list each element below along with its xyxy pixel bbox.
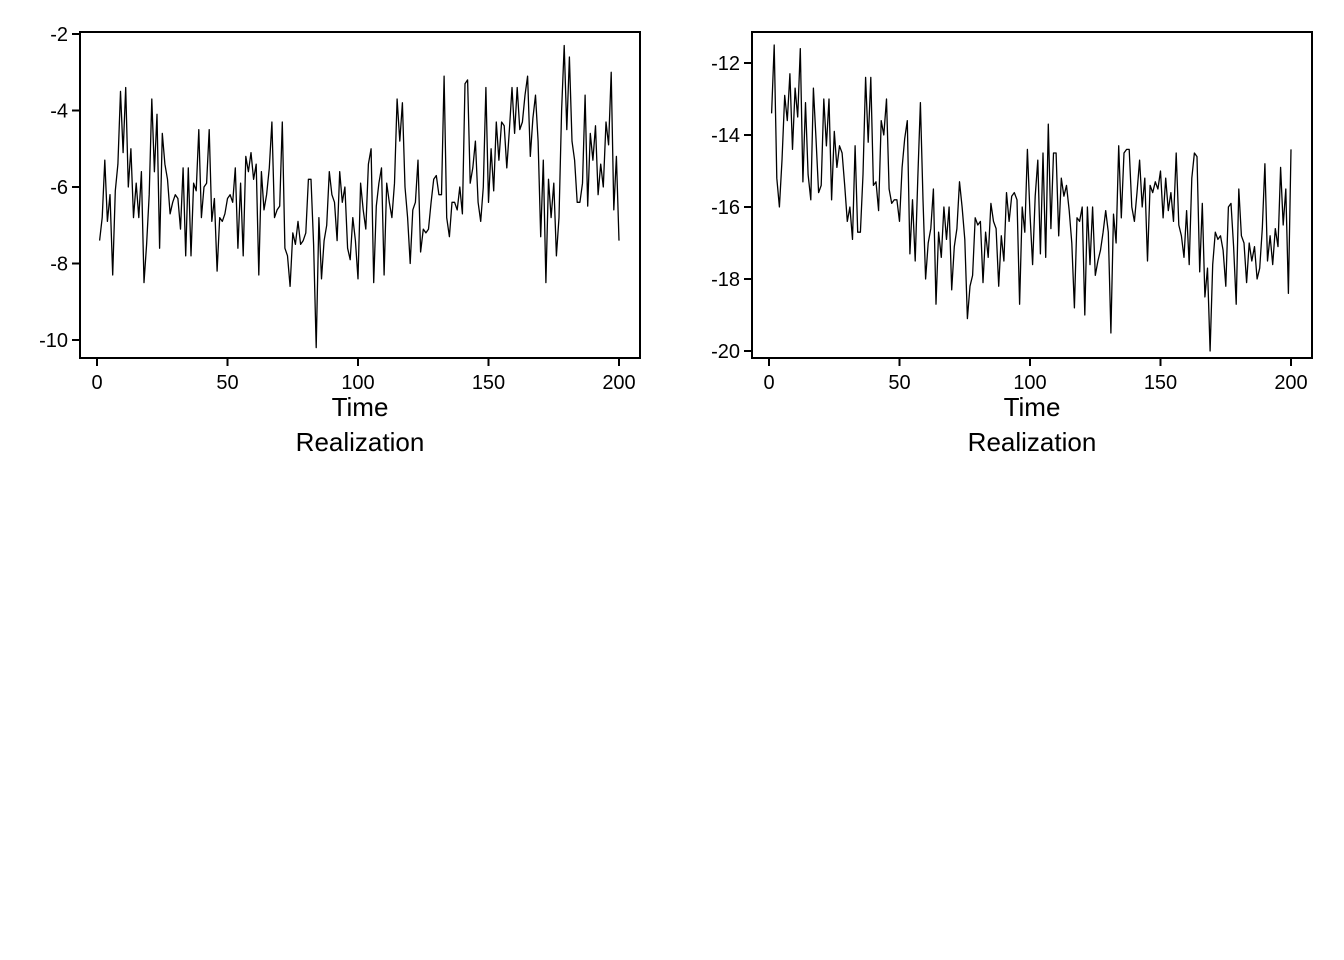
right-x-tick-label-4: 200 xyxy=(1274,372,1307,394)
left-x-axis: 0 50 100 150 200 xyxy=(91,358,636,394)
right-y-tick-label-4: -20 xyxy=(711,341,740,363)
left-y-tick-label-0: -2 xyxy=(50,24,68,46)
left-x-axis-title: Time xyxy=(332,392,389,422)
left-x-tick-label-4: 200 xyxy=(602,372,635,394)
left-y-tick-label-4: -10 xyxy=(39,330,68,352)
left-y-tick-label-1: -4 xyxy=(50,101,68,123)
right-chart-panel: -12 -14 -16 -18 -20 0 50 100 150 200 Time Realiz… xyxy=(711,31,1313,457)
right-plot-frame xyxy=(751,31,1313,359)
left-y-tick-label-2: -6 xyxy=(50,177,68,199)
right-y-tick-label-1: -14 xyxy=(711,125,740,147)
right-y-axis: -12 -14 -16 -18 -20 xyxy=(711,53,752,363)
left-y-tick-label-3: -8 xyxy=(50,254,68,276)
left-y-axis: -2 -4 -6 -8 -10 xyxy=(39,24,80,352)
right-y-tick-label-2: -16 xyxy=(711,197,740,219)
right-x-tick-label-2: 100 xyxy=(1013,372,1046,394)
right-series-line xyxy=(770,44,1292,352)
left-series-line xyxy=(98,44,620,349)
right-x-tick-label-0: 0 xyxy=(763,372,774,394)
right-y-tick-label-3: -18 xyxy=(711,269,740,291)
right-x-axis: 0 50 100 150 200 xyxy=(763,358,1308,394)
right-x-axis-title: Time xyxy=(1004,392,1061,422)
left-x-tick-label-0: 0 xyxy=(91,372,102,394)
left-chart-panel: -2 -4 -6 -8 -10 0 50 100 150 200 Time Realizatio… xyxy=(39,24,641,457)
right-chart-caption: Realization xyxy=(968,427,1097,457)
left-chart-caption: Realization xyxy=(296,427,425,457)
left-x-tick-label-1: 50 xyxy=(216,372,238,394)
left-x-tick-label-2: 100 xyxy=(341,372,374,394)
right-x-tick-label-1: 50 xyxy=(888,372,910,394)
right-y-tick-label-0: -12 xyxy=(711,53,740,75)
right-x-tick-label-3: 150 xyxy=(1144,372,1177,394)
left-plot-frame xyxy=(79,31,641,359)
left-x-tick-label-3: 150 xyxy=(472,372,505,394)
